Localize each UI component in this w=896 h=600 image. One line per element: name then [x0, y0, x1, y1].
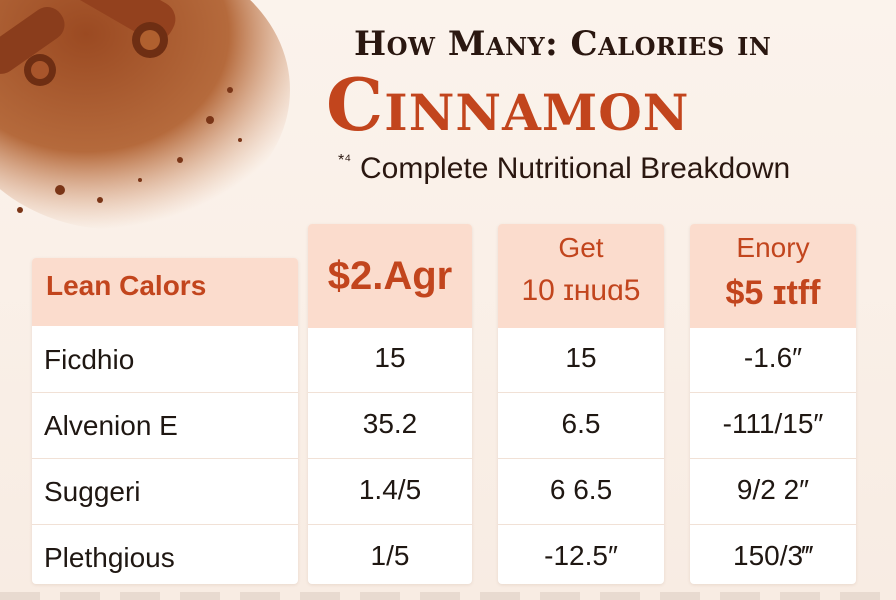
- table-cell: 150/3‴: [733, 540, 813, 571]
- table-value-column: Enory $5 ɪtff -1.6″ -111/15″ 9/2 2″ 150/…: [690, 224, 856, 584]
- table-cell: 6 6.5: [549, 474, 613, 505]
- subtitle: Complete Nutritional Breakdown: [360, 152, 791, 185]
- table-cell: 9/2 2″: [736, 474, 810, 505]
- table-cell: 15: [374, 342, 406, 373]
- title-line-2: Cinnamon: [326, 62, 690, 147]
- table-value-column: $2.Agr 15 35.2 1.4/5 1/5: [308, 224, 472, 584]
- column-header-text: Enory: [736, 232, 810, 263]
- column-header-text: $2.Agr: [327, 254, 453, 298]
- table-label-header: Lean Calors: [32, 258, 298, 326]
- bottom-decoration: [0, 592, 896, 600]
- column-header: Enory $5 ɪtff: [690, 224, 856, 328]
- table-value-column: Get 10 ɪʜuɑ5 15 6.5 6 6.5 -12.5″: [498, 224, 664, 584]
- row-label: Suggeri: [44, 476, 141, 507]
- cinnamon-illustration: [0, 0, 290, 230]
- cinnamon-powder-icon: [0, 0, 290, 230]
- row-label: Ficdhio: [44, 344, 135, 375]
- powder-specks-icon: [17, 87, 242, 213]
- subtitle-mark: *⁴: [338, 152, 352, 169]
- table-cell: 6.5: [561, 408, 601, 439]
- column-header-subtext: $5 ɪtff: [725, 274, 821, 312]
- table-cell: 15: [565, 342, 597, 373]
- column-header: $2.Agr: [308, 224, 472, 328]
- column-header-text: Get: [558, 232, 604, 263]
- table-cell: -1.6″: [743, 342, 803, 373]
- table-cell: -111/15″: [722, 408, 824, 439]
- table-label-column: Lean Calors Ficdhio Alvenion E Suggeri P…: [32, 258, 298, 584]
- row-label: Plethgious: [44, 542, 175, 573]
- table-cell: 1/5: [370, 540, 410, 571]
- cinnamon-stick-icon: [0, 0, 176, 86]
- column-header-subtext: 10 ɪʜuɑ5: [521, 274, 641, 307]
- title-line-1: How Many: Calories in: [354, 24, 772, 64]
- table-cell: 35.2: [362, 408, 418, 439]
- table-cell: -12.5″: [544, 540, 618, 571]
- column-header: Get 10 ɪʜuɑ5: [498, 224, 664, 328]
- title-block: How Many: Calories in Cinnamon *⁴ Comple…: [300, 0, 860, 220]
- label-header-text: Lean Calors: [46, 270, 207, 301]
- table-cell: 1.4/5: [358, 474, 422, 505]
- row-label: Alvenion E: [44, 410, 178, 441]
